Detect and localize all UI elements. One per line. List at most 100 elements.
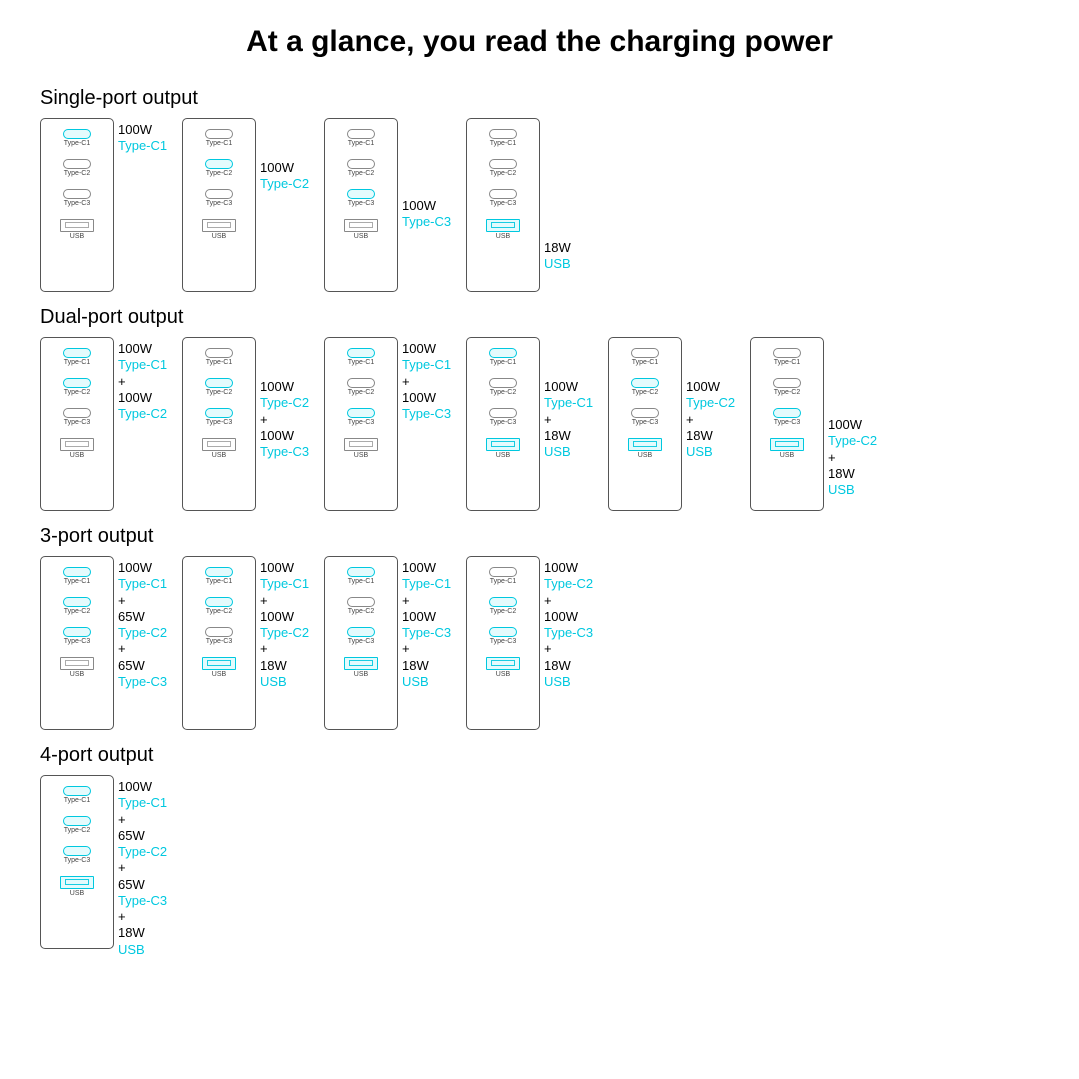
port-name: Type-C2 xyxy=(260,395,318,411)
port-c1: Type-C1 xyxy=(63,348,91,366)
page-title: At a glance, you read the charging power xyxy=(40,25,1039,59)
charger-unit: Type-C1Type-C2Type-C3USB100WType-C2 xyxy=(182,118,318,292)
port-name: USB xyxy=(686,444,744,460)
charger-box: Type-C1Type-C2Type-C3USB xyxy=(182,337,256,511)
plus-separator: + xyxy=(544,641,602,657)
charger-box: Type-C1Type-C2Type-C3USB xyxy=(40,118,114,292)
port-label: Type-C3 xyxy=(632,419,658,426)
typec-icon xyxy=(489,129,517,139)
port-label: Type-C3 xyxy=(774,419,800,426)
port-c2: Type-C2 xyxy=(773,378,801,396)
power-value: 100W xyxy=(544,560,602,576)
power-value: 100W xyxy=(402,390,460,406)
power-value: 100W xyxy=(260,428,318,444)
port-c1: Type-C1 xyxy=(205,567,233,585)
typec-icon xyxy=(63,597,91,607)
port-c1: Type-C1 xyxy=(347,348,375,366)
port-c1: Type-C1 xyxy=(773,348,801,366)
usba-icon xyxy=(60,219,94,232)
port-usb: USB xyxy=(202,657,236,678)
typec-icon xyxy=(489,408,517,418)
port-c2: Type-C2 xyxy=(489,378,517,396)
port-label: USB xyxy=(354,452,368,459)
port-name: Type-C2 xyxy=(260,176,318,192)
output-annotation: 100WType-C2+100WType-C3 xyxy=(260,337,318,460)
port-name: Type-C3 xyxy=(118,893,176,909)
typec-icon xyxy=(631,408,659,418)
power-value: 100W xyxy=(118,122,176,138)
output-annotation: 100WType-C2 xyxy=(260,118,318,193)
typec-icon xyxy=(347,567,375,577)
port-label: Type-C1 xyxy=(206,359,232,366)
usba-icon xyxy=(60,876,94,889)
usba-icon xyxy=(202,219,236,232)
diagram-container: Single-port outputType-C1Type-C2Type-C3U… xyxy=(40,87,1039,958)
port-label: Type-C3 xyxy=(348,638,374,645)
power-value: 100W xyxy=(118,779,176,795)
typec-icon xyxy=(347,348,375,358)
output-annotation: 100WType-C1+65WType-C2+65WType-C3 xyxy=(118,556,176,690)
port-c2: Type-C2 xyxy=(205,378,233,396)
power-value: 100W xyxy=(402,198,460,214)
plus-separator: + xyxy=(402,593,460,609)
output-annotation: 100WType-C3 xyxy=(402,118,460,231)
charger-unit: Type-C1Type-C2Type-C3USB18WUSB xyxy=(466,118,602,292)
port-name: Type-C1 xyxy=(118,357,176,373)
port-label: Type-C2 xyxy=(490,170,516,177)
port-label: Type-C3 xyxy=(206,419,232,426)
power-value: 18W xyxy=(544,658,602,674)
port-label: USB xyxy=(70,452,84,459)
plus-separator: + xyxy=(828,450,886,466)
port-name: Type-C1 xyxy=(544,395,602,411)
port-usb: USB xyxy=(344,438,378,459)
port-c3: Type-C3 xyxy=(63,627,91,645)
section-title: Dual-port output xyxy=(40,306,1039,329)
port-label: USB xyxy=(638,452,652,459)
plus-separator: + xyxy=(118,374,176,390)
power-value: 100W xyxy=(828,417,886,433)
port-usb: USB xyxy=(60,219,94,240)
typec-icon xyxy=(63,189,91,199)
output-annotation: 100WType-C1+100WType-C3 xyxy=(402,337,460,422)
charger-box: Type-C1Type-C2Type-C3USB xyxy=(466,556,540,730)
power-value: 100W xyxy=(118,560,176,576)
port-label: USB xyxy=(70,890,84,897)
output-annotation: 100WType-C2+18WUSB xyxy=(686,337,744,460)
plus-separator: + xyxy=(686,412,744,428)
output-annotation: 100WType-C1 xyxy=(118,118,176,155)
charger-box: Type-C1 Type-C2 Type-C3 USB xyxy=(750,337,824,511)
port-name: USB xyxy=(828,482,886,498)
port-c3: Type-C3 xyxy=(489,189,517,207)
port-c1: Type-C1 xyxy=(63,786,91,804)
port-name: Type-C1 xyxy=(118,795,176,811)
port-c2: Type-C2 xyxy=(63,816,91,834)
power-value: 100W xyxy=(260,379,318,395)
port-label: Type-C1 xyxy=(206,578,232,585)
typec-icon xyxy=(63,786,91,796)
typec-icon xyxy=(63,378,91,388)
port-c3: Type-C3 xyxy=(205,408,233,426)
plus-separator: + xyxy=(544,593,602,609)
port-label: Type-C1 xyxy=(490,140,516,147)
port-label: Type-C2 xyxy=(632,389,658,396)
typec-icon xyxy=(205,348,233,358)
port-label: Type-C2 xyxy=(206,608,232,615)
port-label: Type-C2 xyxy=(206,389,232,396)
usba-icon xyxy=(202,657,236,670)
usba-icon xyxy=(344,438,378,451)
port-label: USB xyxy=(780,452,794,459)
port-label: Type-C2 xyxy=(64,170,90,177)
output-annotation: 100WType-C1+100WType-C3+18WUSB xyxy=(402,556,460,690)
charger-unit: Type-C1Type-C2Type-C3USB100WType-C1+100W… xyxy=(40,337,176,511)
power-value: 65W xyxy=(118,877,176,893)
charger-box: Type-C1Type-C2Type-C3USB xyxy=(182,118,256,292)
charger-unit: Type-C1Type-C2Type-C3USB100WType-C2+100W… xyxy=(182,337,318,511)
port-label: Type-C2 xyxy=(206,170,232,177)
port-c3: Type-C3 xyxy=(347,408,375,426)
typec-icon xyxy=(205,159,233,169)
plus-separator: + xyxy=(260,641,318,657)
typec-icon xyxy=(773,348,801,358)
port-label: Type-C3 xyxy=(64,638,90,645)
port-c1: Type-C1 xyxy=(489,567,517,585)
port-label: USB xyxy=(70,233,84,240)
